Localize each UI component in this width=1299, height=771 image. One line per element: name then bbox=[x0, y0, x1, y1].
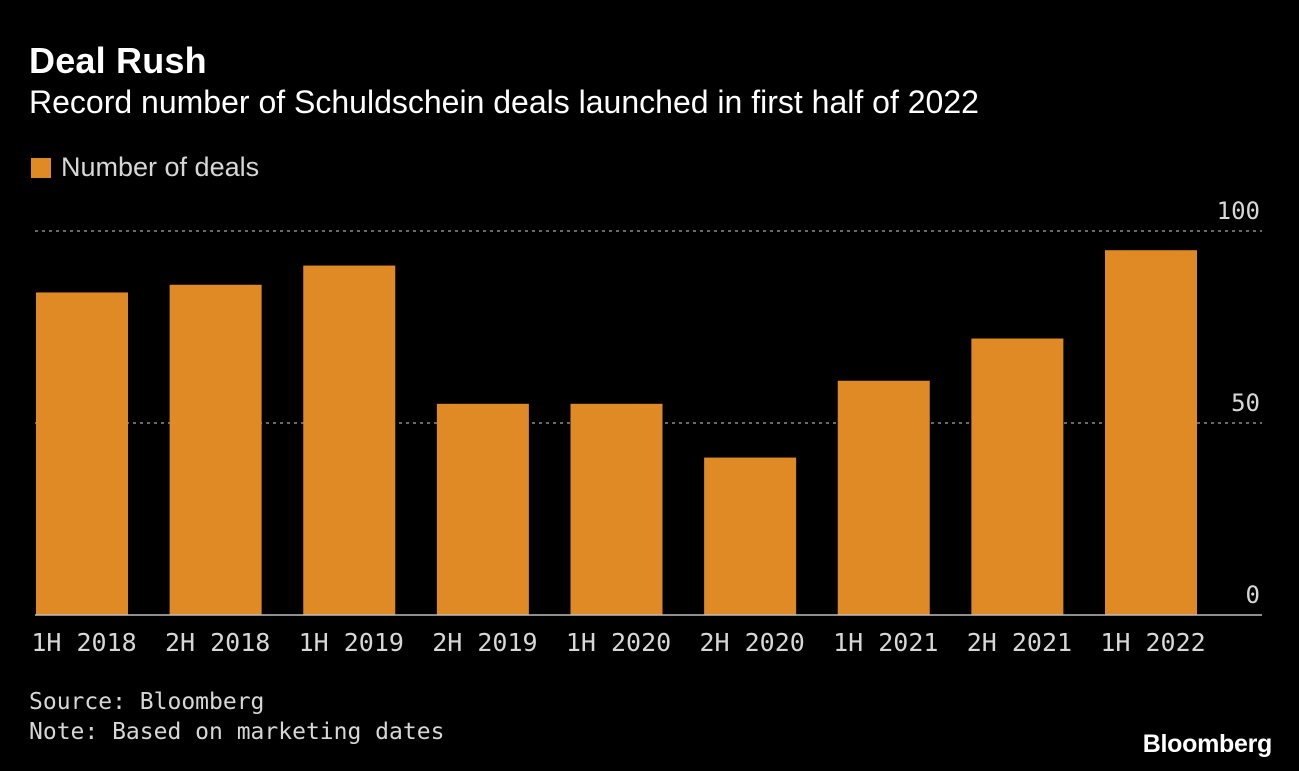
x-tick-label: 1H 2022 bbox=[1100, 628, 1205, 657]
bar bbox=[704, 457, 797, 615]
x-tick-label: 1H 2019 bbox=[299, 628, 404, 657]
bloomberg-logo: Bloomberg bbox=[1142, 730, 1273, 758]
chart-title: Deal Rush bbox=[29, 40, 207, 81]
legend: Number of deals bbox=[31, 152, 259, 183]
bar bbox=[1105, 250, 1197, 615]
bar bbox=[436, 403, 529, 615]
legend-swatch bbox=[31, 157, 51, 178]
bar bbox=[837, 380, 930, 615]
bar bbox=[971, 338, 1064, 615]
x-tick-label: 2H 2021 bbox=[967, 628, 1072, 657]
bar bbox=[570, 403, 663, 615]
bar bbox=[169, 284, 262, 615]
y-tick-label: 50 bbox=[1231, 389, 1260, 417]
bar bbox=[36, 292, 128, 615]
chart-subtitle: Record number of Schuldschein deals laun… bbox=[29, 84, 979, 120]
legend-label: Number of deals bbox=[61, 152, 260, 182]
x-tick-label: 2H 2019 bbox=[432, 628, 537, 657]
x-tick-label: 2H 2020 bbox=[699, 628, 804, 657]
y-tick-label: 0 bbox=[1246, 581, 1260, 609]
bar bbox=[303, 265, 396, 615]
x-tick-label: 2H 2018 bbox=[165, 628, 270, 657]
x-tick-label: 1H 2018 bbox=[31, 628, 136, 657]
source-text: Source: Bloomberg bbox=[29, 689, 265, 715]
note-text: Note: Based on marketing dates bbox=[29, 719, 445, 745]
y-tick-label: 100 bbox=[1217, 197, 1260, 225]
x-tick-label: 1H 2020 bbox=[566, 628, 671, 657]
x-tick-label: 1H 2021 bbox=[833, 628, 938, 657]
